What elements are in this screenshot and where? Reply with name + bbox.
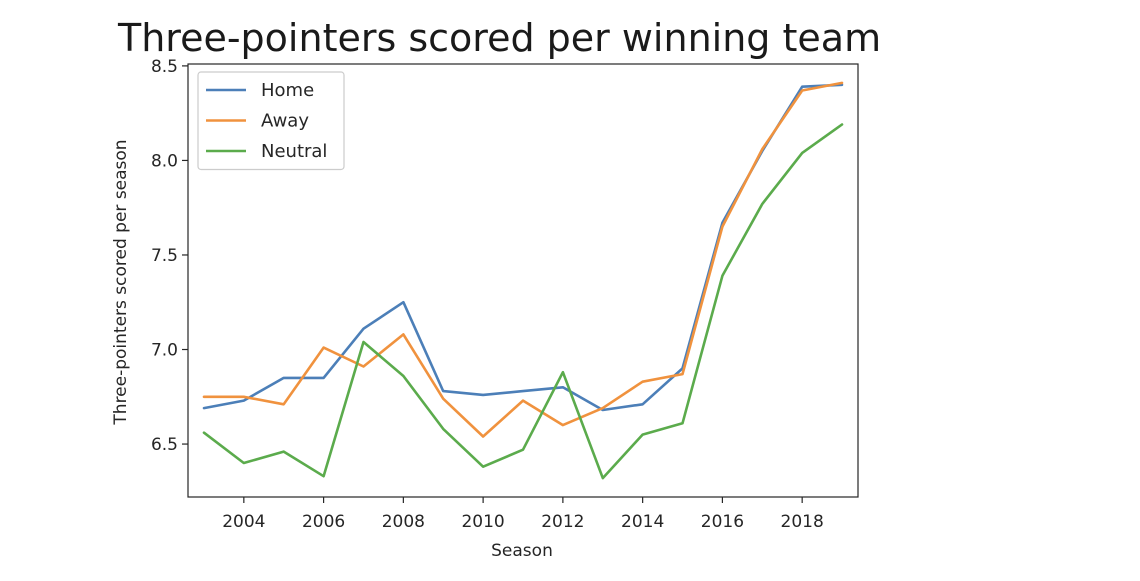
x-tick-label: 2008 bbox=[382, 512, 425, 532]
x-tick-label: 2014 bbox=[621, 512, 664, 532]
x-tick-label: 2012 bbox=[541, 512, 584, 532]
legend-label-neutral: Neutral bbox=[261, 141, 327, 162]
series-line-neutral bbox=[202, 123, 844, 480]
y-tick-label: 7.5 bbox=[151, 246, 178, 266]
y-tick-label: 8.5 bbox=[151, 57, 178, 77]
x-tick-label: 2006 bbox=[302, 512, 345, 532]
x-tick-label: 2010 bbox=[461, 512, 504, 532]
legend-box bbox=[197, 71, 345, 171]
x-tick-label: 2016 bbox=[701, 512, 744, 532]
y-tick-label: 8.0 bbox=[151, 151, 178, 171]
series-line-away bbox=[202, 81, 844, 438]
plot-area: 2004 2006 2008 2010 2012 2014 2016 2018 6.5 7.0 7.… bbox=[151, 57, 859, 532]
plot-frame bbox=[187, 63, 859, 498]
legend-label-home: Home bbox=[261, 80, 314, 101]
chart-title: Three-pointers scored per winning team bbox=[117, 16, 881, 60]
y-tick-label: 7.0 bbox=[151, 341, 178, 361]
legend-label-away: Away bbox=[261, 111, 309, 132]
x-tick-label: 2018 bbox=[781, 512, 824, 532]
y-tick-label: 6.5 bbox=[151, 435, 178, 455]
x-axis-label: Season bbox=[491, 541, 553, 561]
y-axis-label: Three-pointers scored per season bbox=[111, 139, 131, 425]
x-tick-label: 2004 bbox=[222, 512, 265, 532]
